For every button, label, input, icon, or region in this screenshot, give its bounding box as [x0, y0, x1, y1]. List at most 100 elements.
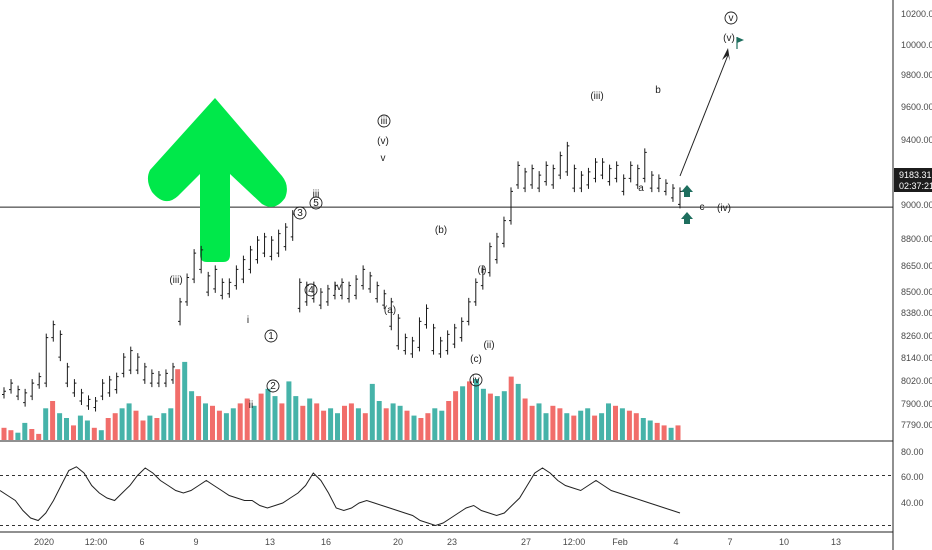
volume-bar	[585, 408, 591, 440]
volume-bar	[480, 388, 486, 440]
price-axis-tick: 8500.00	[901, 287, 932, 297]
price-axis-tick: 10200.00	[901, 9, 932, 19]
wave-label: b	[655, 85, 661, 96]
price-axis-tick: 9600.00	[901, 102, 932, 112]
big-up-arrow-icon	[147, 98, 287, 262]
volume-bar	[355, 408, 361, 440]
volume-bar	[140, 420, 146, 440]
volume-bar	[8, 430, 14, 440]
volume-bar	[64, 418, 69, 440]
volume-bar	[105, 418, 111, 440]
volume-bar	[522, 398, 528, 440]
volume-bar	[515, 383, 521, 440]
price-axis-tick: 8020.00	[901, 376, 932, 386]
volume-bar	[404, 410, 410, 440]
volume-bar	[557, 408, 563, 440]
volume-bar	[613, 405, 618, 440]
volume-bar	[487, 393, 493, 440]
volume-bar	[633, 413, 639, 440]
time-axis-tick: 9	[193, 537, 198, 547]
wave-label: iii	[381, 116, 388, 127]
price-axis-tick: 9000.00	[901, 200, 932, 210]
wave-label: (b)	[435, 225, 447, 236]
wave-label: (iv)	[717, 203, 731, 214]
volume-bar	[1, 427, 7, 440]
volume-bar	[293, 396, 299, 440]
price-axis-tick: 8800.00	[901, 234, 932, 244]
time-axis-tick: 12:00	[85, 537, 108, 547]
volume-bar	[272, 396, 278, 440]
wave-label-circle	[377, 114, 391, 128]
wave-label-circle	[293, 206, 307, 220]
volume-bar	[265, 388, 271, 440]
volume-bar	[244, 398, 250, 440]
wave-label-circle	[304, 283, 318, 297]
wave-label: c	[700, 202, 705, 213]
wave-label: 2	[270, 381, 276, 392]
countdown-label: 02:37:21	[899, 181, 932, 191]
current-price-label: 9183.31	[899, 170, 932, 180]
wave-label: 5	[313, 198, 319, 209]
volume-bar	[230, 408, 236, 440]
price-axis-tick: 8380.00	[901, 308, 932, 318]
volume-bar	[98, 430, 104, 440]
volume-bar	[536, 403, 542, 440]
volume-bar	[15, 432, 21, 440]
volume-bar	[328, 408, 334, 440]
volume-bar	[286, 381, 292, 440]
volume-bar	[77, 415, 83, 440]
oscillator-axis-tick: 80.00	[901, 447, 924, 457]
price-axis-tick: 9800.00	[901, 70, 932, 80]
volume-bar	[390, 403, 396, 440]
wave-label: 1	[268, 331, 274, 342]
volume-bar	[529, 405, 535, 440]
volume-bar	[314, 403, 320, 440]
volume-bar	[675, 425, 681, 440]
wave-label: a	[638, 183, 644, 194]
volume-bar	[71, 425, 76, 440]
wave-label: iv	[472, 375, 479, 386]
volume-bar	[251, 405, 257, 440]
volume-bar	[571, 415, 577, 440]
volume-bar	[57, 413, 63, 440]
volume-bar	[216, 410, 222, 440]
price-axis-tick: 10000.00	[901, 40, 932, 50]
volume-bar	[348, 403, 354, 440]
volume-bar	[133, 410, 139, 440]
wave-label: v	[381, 153, 386, 164]
volume-bar	[453, 391, 459, 440]
small-up-arrow-icon	[681, 212, 693, 224]
volume-bar	[29, 429, 35, 440]
volume-bar	[460, 386, 466, 440]
time-axis-tick: 7	[727, 537, 732, 547]
price-axis-tick: 9400.00	[901, 135, 932, 145]
volume-bar	[279, 403, 285, 440]
time-axis-tick: 6	[139, 537, 144, 547]
volume-bar	[112, 413, 118, 440]
volume-bar	[592, 415, 598, 440]
volume-bar	[411, 415, 417, 440]
time-axis-tick: 20	[393, 537, 403, 547]
time-axis-tick: 12:00	[563, 537, 586, 547]
volume-bar	[161, 413, 167, 440]
wave-label: i	[247, 315, 249, 326]
volume-bar	[369, 383, 375, 440]
volume-bar	[210, 405, 215, 440]
volume-bar	[84, 420, 90, 440]
wave-label-circle	[309, 196, 323, 210]
wave-label-circle	[264, 329, 278, 343]
projection-line	[679, 54, 729, 177]
price-axis-tick: 7790.00	[901, 420, 932, 430]
volume-bar	[22, 422, 28, 440]
time-axis-tick: 4	[673, 537, 678, 547]
volume-bar	[168, 408, 174, 440]
volume-bar	[36, 433, 42, 440]
price-axis-tick: 8650.00	[901, 261, 932, 271]
time-axis-tick: Feb	[612, 537, 628, 547]
volume-bar	[654, 422, 660, 440]
time-axis-tick: 2020	[34, 537, 54, 547]
rsi-line	[0, 466, 681, 527]
wave-label: iii	[313, 189, 320, 200]
